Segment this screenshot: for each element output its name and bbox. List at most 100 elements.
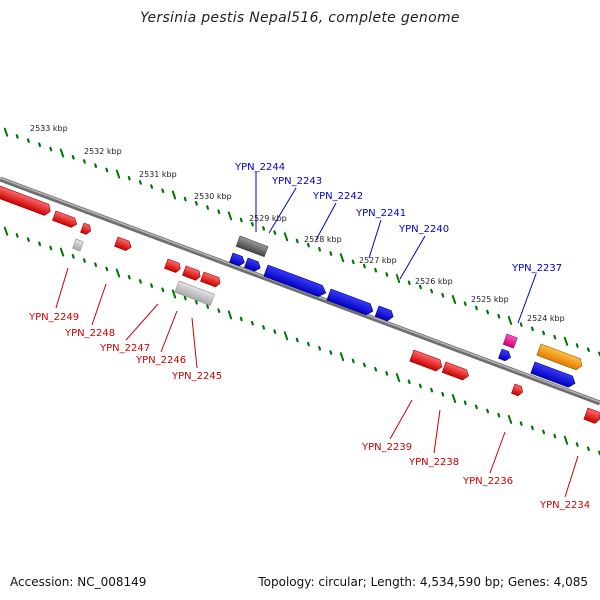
kbp-minor-tick xyxy=(105,167,109,173)
kbp-minor-tick xyxy=(183,196,187,202)
kbp-minor-tick xyxy=(105,266,109,272)
kbp-major-tick xyxy=(395,274,401,284)
gene-arrow xyxy=(80,222,92,235)
kbp-minor-tick xyxy=(250,320,254,326)
forward-gene-leaders xyxy=(255,172,537,324)
kbp-major-tick xyxy=(59,247,65,257)
kbp-minor-tick xyxy=(407,379,411,385)
kbp-minor-tick xyxy=(273,329,277,334)
kbp-minor-tick xyxy=(463,301,467,306)
kbp-minor-tick xyxy=(385,272,389,277)
gene-arrow xyxy=(263,264,327,297)
kbp-label: 2528 kbp xyxy=(304,235,342,244)
kbp-minor-tick xyxy=(71,254,75,259)
kbp-minor-tick xyxy=(194,300,198,305)
kbp-minor-tick xyxy=(49,245,53,251)
kbp-minor-tick xyxy=(542,330,546,336)
kbp-major-tick xyxy=(451,394,457,403)
kbp-minor-tick xyxy=(239,217,243,223)
kbp-major-tick xyxy=(395,373,401,383)
gene-label: YPN_2246 xyxy=(135,355,186,366)
kbp-minor-tick xyxy=(273,230,277,235)
kbp-minor-tick xyxy=(418,284,422,290)
gene-label: YPN_2239 xyxy=(361,442,412,453)
gene-arrow xyxy=(182,265,201,281)
kbp-minor-tick xyxy=(127,175,131,181)
gene-arrow xyxy=(409,349,443,372)
kbp-minor-tick xyxy=(362,263,366,269)
gene-label: YPN_2242 xyxy=(312,191,363,202)
kbp-label: 2533 kbp xyxy=(30,124,68,133)
gene-arrow xyxy=(583,407,600,424)
gene-arrow xyxy=(200,271,221,288)
kbp-major-tick xyxy=(451,295,457,304)
kbp-minor-tick xyxy=(474,404,478,410)
kbp-minor-tick xyxy=(262,226,266,231)
gene-label: YPN_2237 xyxy=(511,263,562,274)
gene-label: YPN_2249 xyxy=(28,312,79,323)
kbp-major-tick xyxy=(115,169,121,179)
kbp-minor-tick xyxy=(542,429,546,435)
gene-label: YPN_2248 xyxy=(64,328,115,339)
gene-label: YPN_2243 xyxy=(271,176,322,187)
reverse-strand-genes xyxy=(0,185,600,424)
kbp-major-tick xyxy=(563,435,569,445)
gene-arrow xyxy=(374,305,394,322)
kbp-minor-tick xyxy=(94,163,98,168)
kbp-minor-tick xyxy=(150,184,154,189)
kbp-major-tick xyxy=(563,336,569,346)
kbp-minor-tick xyxy=(206,205,210,210)
gene-block-gray xyxy=(72,238,84,252)
gene-label: YPN_2238 xyxy=(408,457,459,468)
kbp-minor-tick xyxy=(407,280,411,286)
kbp-minor-tick xyxy=(250,221,254,227)
gene-label: YPN_2241 xyxy=(355,208,406,219)
gene-block-magenta xyxy=(502,333,518,349)
kbp-minor-tick xyxy=(217,209,221,214)
kbp-label: 2527 kbp xyxy=(359,256,397,265)
kbp-minor-tick xyxy=(194,201,198,206)
kbp-minor-tick xyxy=(497,412,501,418)
kbp-minor-tick xyxy=(161,287,165,293)
kbp-minor-tick xyxy=(497,313,501,319)
kbp-major-tick xyxy=(283,331,289,341)
kbp-minor-tick xyxy=(553,433,557,439)
reverse-gene-leaders xyxy=(55,267,579,498)
kbp-minor-tick xyxy=(575,442,579,447)
kbp-minor-tick xyxy=(15,134,19,139)
kbp-minor-tick xyxy=(553,334,557,340)
forward-strand-genes xyxy=(229,235,583,388)
kbp-minor-tick xyxy=(306,242,310,248)
kbp-major-tick xyxy=(507,315,513,325)
kbp-minor-tick xyxy=(38,142,42,148)
kbp-major-tick xyxy=(3,127,9,137)
kbp-minor-tick xyxy=(26,138,30,143)
kbp-label: 2525 kbp xyxy=(471,295,509,304)
gene-block-dark xyxy=(235,235,269,258)
kbp-label: 2530 kbp xyxy=(194,192,232,201)
kbp-minor-tick xyxy=(239,316,243,322)
kbp-minor-tick xyxy=(206,304,210,309)
kbp-minor-tick xyxy=(49,146,53,152)
kbp-minor-tick xyxy=(329,350,333,355)
gene-label: YPN_2244 xyxy=(234,162,285,173)
kbp-minor-tick xyxy=(161,188,165,194)
kbp-minor-tick xyxy=(519,421,523,426)
kbp-minor-tick xyxy=(575,343,579,348)
gene-arrow xyxy=(498,348,511,362)
kbp-label: 2531 kbp xyxy=(139,170,177,179)
kbp-minor-tick xyxy=(217,308,221,313)
kbp-minor-tick xyxy=(362,362,366,368)
kbp-minor-tick xyxy=(586,347,590,352)
kbp-minor-tick xyxy=(38,241,42,247)
kbp-major-tick xyxy=(171,289,177,299)
gene-block-gray xyxy=(174,280,215,306)
kbp-label: 2524 kbp xyxy=(527,314,565,323)
gene-arrow xyxy=(164,258,181,273)
kbp-minor-tick xyxy=(15,233,19,238)
kbp-minor-tick xyxy=(519,322,523,327)
kbp-minor-tick xyxy=(441,392,445,397)
genome-backbone xyxy=(0,176,600,406)
kbp-minor-tick xyxy=(430,387,434,393)
